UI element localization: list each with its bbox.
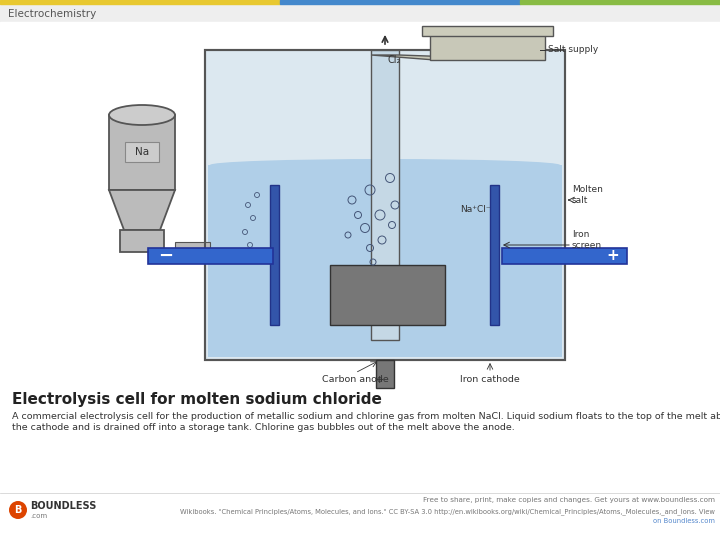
Text: Iron
screen: Iron screen <box>572 230 602 249</box>
Circle shape <box>9 501 27 519</box>
Text: +: + <box>375 375 384 385</box>
Bar <box>125 142 159 162</box>
Text: −: − <box>158 247 173 265</box>
Text: Molten
salt: Molten salt <box>572 185 603 205</box>
Polygon shape <box>109 190 175 230</box>
Text: Wikibooks. "Chemical Principles/Atoms, Molecules, and Ions." CC BY-SA 3.0 http:/: Wikibooks. "Chemical Principles/Atoms, M… <box>180 508 715 515</box>
Text: Cl₂: Cl₂ <box>388 55 401 65</box>
Text: Salt supply: Salt supply <box>548 45 598 55</box>
Bar <box>208 165 562 357</box>
Text: Na: Na <box>135 147 149 157</box>
Text: Free to share, print, make copies and changes. Get yours at www.boundless.com: Free to share, print, make copies and ch… <box>423 497 715 503</box>
Bar <box>120 230 164 252</box>
Text: B: B <box>14 505 22 515</box>
Text: +: + <box>606 248 619 264</box>
Bar <box>376 360 394 388</box>
Text: Electrochemistry: Electrochemistry <box>8 9 96 19</box>
Ellipse shape <box>210 159 560 171</box>
Bar <box>0 0 280 4</box>
Text: Electrolysis cell for molten sodium chloride: Electrolysis cell for molten sodium chlo… <box>12 392 382 407</box>
Bar <box>490 185 499 325</box>
Bar <box>270 185 279 325</box>
Bar <box>371 50 399 340</box>
Bar <box>109 115 175 190</box>
Polygon shape <box>371 55 540 60</box>
Text: the cathode and is drained off into a storage tank. Chlorine gas bubbles out of : the cathode and is drained off into a st… <box>12 423 515 432</box>
Bar <box>422 26 553 36</box>
Bar <box>0 0 720 22</box>
Bar <box>520 0 720 4</box>
Text: on Boundless.com: on Boundless.com <box>653 518 715 524</box>
Text: .com: .com <box>30 513 47 519</box>
Text: Iron cathode: Iron cathode <box>460 375 520 384</box>
Bar <box>502 248 627 264</box>
Bar <box>205 50 565 360</box>
Text: Carbon anode: Carbon anode <box>322 375 388 384</box>
Bar <box>205 50 565 360</box>
Bar <box>148 248 273 264</box>
Ellipse shape <box>109 105 175 125</box>
Bar <box>330 265 445 325</box>
Text: BOUNDLESS: BOUNDLESS <box>30 501 96 511</box>
Text: Na⁺Cl⁻: Na⁺Cl⁻ <box>460 206 490 214</box>
Bar <box>430 34 545 60</box>
Text: A commercial electrolysis cell for the production of metallic sodium and chlorin: A commercial electrolysis cell for the p… <box>12 412 720 421</box>
Bar <box>280 0 520 4</box>
Bar <box>175 242 210 252</box>
